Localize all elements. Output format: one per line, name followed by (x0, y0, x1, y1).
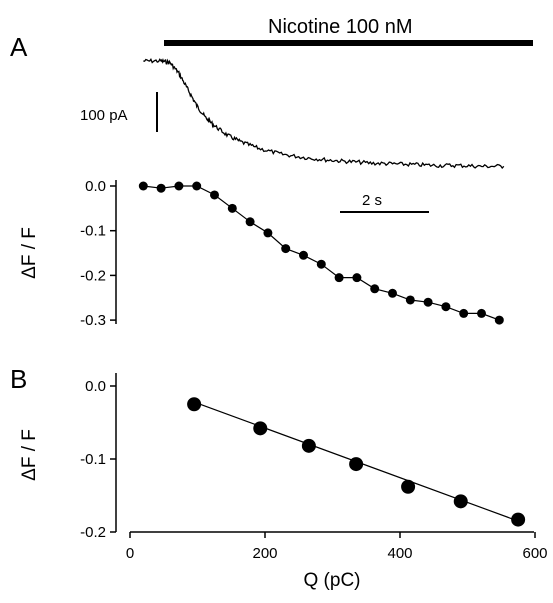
panel-a-fluorescence-line (143, 185, 500, 321)
panel-a-y-ticks: 0.0 -0.1 -0.2 -0.3 (80, 178, 116, 329)
panel-a-data-point (227, 203, 237, 213)
panel-b-data-point (301, 438, 316, 453)
panel-a-data-point (156, 183, 166, 193)
panel-b-y-tick-label: -0.2 (80, 524, 106, 541)
panel-b-x-tick-label: 200 (252, 545, 277, 562)
panel-b-x-tick-label: 0 (126, 545, 134, 562)
panel-a-data-point (138, 181, 148, 191)
panel-b-x-tick-label: 600 (522, 545, 547, 562)
panel-a-data-point (299, 250, 308, 260)
panel-b-letter: B (10, 364, 27, 394)
panel-a-data-point (245, 217, 255, 227)
panel-a-data-point (192, 181, 202, 191)
panel-b-points (187, 397, 526, 527)
panel-a-data-point (210, 190, 219, 200)
panel-a-y-tick-label: -0.2 (80, 267, 106, 284)
panel-b-data-point (453, 494, 468, 509)
panel-a-y-tick-label: 0.0 (85, 178, 106, 195)
time-scale-label: 2 s (362, 192, 382, 209)
panel-a-data-point (494, 315, 504, 325)
panel-b-x-axis-title: Q (pC) (304, 570, 361, 591)
panel-a-data-point (370, 284, 380, 294)
current-trace (143, 57, 505, 170)
panel-a-data-point (263, 228, 273, 238)
panel-b-y-tick-label: 0.0 (85, 378, 106, 395)
panel-a-y-tick-label: -0.3 (80, 312, 106, 329)
panel-b-x-tick-label: 400 (387, 545, 412, 562)
panel-b-data-point (187, 397, 202, 412)
drug-application-label: Nicotine 100 nM (268, 16, 413, 38)
panel-b-x-ticks: 0 200 400 600 (126, 532, 548, 562)
panel-a-data-point (477, 308, 486, 318)
panel-a-letter: A (10, 32, 28, 62)
panel-a-fluorescence-points (138, 181, 504, 325)
panel-b-y-tick-label: -0.1 (80, 451, 106, 468)
panel-a-data-point (281, 244, 291, 254)
panel-a-data-point (352, 273, 362, 283)
panel-a-data-point (316, 259, 326, 269)
panel-b-data-point (511, 512, 526, 527)
panel-a-data-point (423, 297, 433, 307)
panel-a-data-point (459, 308, 469, 318)
panel-a-data-point (441, 302, 451, 312)
panel-a-y-axis-title: ΔF / F (19, 227, 40, 279)
panel-b-y-ticks: 0.0 -0.1 -0.2 (80, 378, 116, 541)
panel-b-data-point (401, 479, 416, 494)
panel-b-y-axis-title: ΔF / F (19, 429, 40, 481)
panel-a-data-point (388, 288, 397, 298)
panel-b-data-point (253, 421, 268, 436)
panel-a-data-point (405, 295, 415, 305)
panel-a-y-tick-label: -0.1 (80, 223, 106, 240)
panel-b-data-point (349, 457, 364, 472)
current-scale-label: 100 pA (80, 107, 128, 124)
panel-a-data-point (174, 181, 184, 191)
panel-a-data-point (334, 273, 344, 283)
